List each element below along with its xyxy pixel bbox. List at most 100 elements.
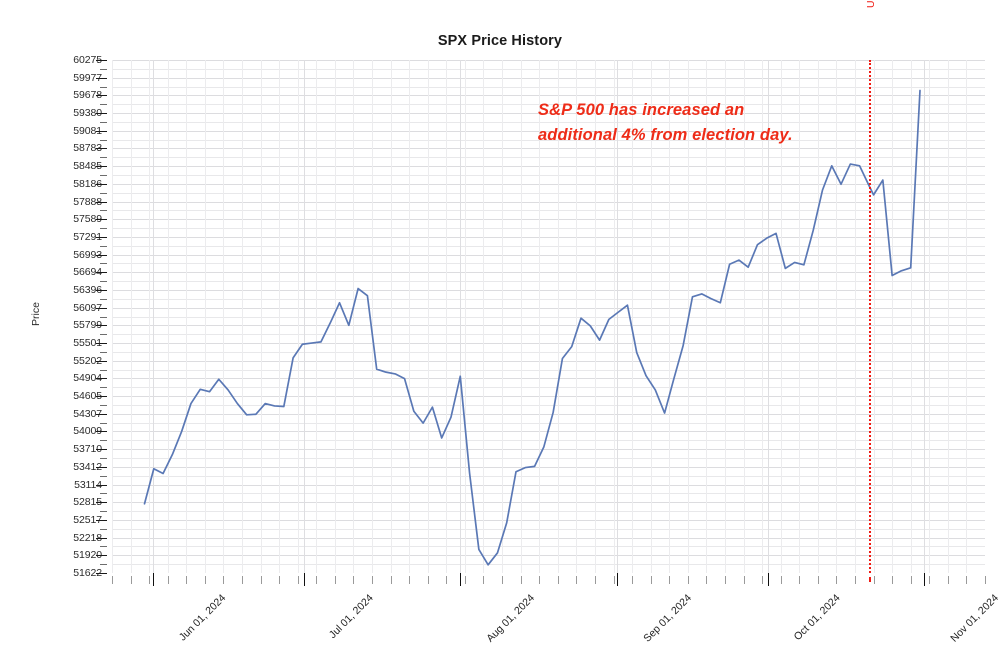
- gridline-horizontal: [112, 219, 985, 221]
- gridline-vertical-major: [152, 60, 154, 573]
- x-axis-tick-mark: [353, 576, 355, 584]
- gridline-horizontal: [112, 466, 985, 468]
- gridline-horizontal: [112, 413, 985, 415]
- y-axis-tick-label: 56097: [73, 301, 102, 314]
- gridline-horizontal: [112, 484, 985, 486]
- y-axis-tick-mark: [96, 378, 107, 380]
- gridline-vertical-minor: [372, 60, 374, 573]
- x-axis-tick-mark: [854, 576, 856, 584]
- y-axis-tick-label: 53710: [73, 443, 102, 456]
- x-axis-tick-label: Aug 01, 2024: [484, 592, 538, 645]
- gridline-vertical-minor: [242, 60, 244, 573]
- gridline-horizontal-minor: [112, 281, 985, 283]
- gridline-horizontal-minor: [112, 192, 985, 194]
- gridline-horizontal-minor: [112, 351, 985, 353]
- x-axis-tick-mark: [836, 576, 838, 584]
- x-axis-tick-mark: [204, 576, 206, 584]
- y-axis-tick-mark: [96, 272, 107, 274]
- x-axis-major-tick-mark: [924, 573, 926, 586]
- gridline-vertical-minor: [223, 60, 225, 573]
- y-axis-minor-tick: [100, 68, 107, 70]
- x-axis-tick-mark: [464, 576, 466, 584]
- gridline-vertical-minor: [260, 60, 262, 573]
- y-axis-tick-label: 54009: [73, 425, 102, 438]
- x-axis-tick-mark: [539, 576, 541, 584]
- gridline-vertical-minor: [464, 60, 466, 573]
- x-axis-tick-label: Nov 01, 2024: [948, 592, 1000, 645]
- x-axis-tick-mark: [502, 576, 504, 584]
- x-axis-tick-mark: [650, 576, 652, 584]
- y-axis-tick-mark: [96, 343, 107, 345]
- gridline-vertical-minor: [279, 60, 281, 573]
- x-axis-tick-mark: [167, 576, 169, 584]
- y-axis-tick-mark: [96, 77, 107, 79]
- y-axis-minor-tick: [100, 351, 107, 353]
- gridline-horizontal-minor: [112, 334, 985, 336]
- gridline-horizontal: [112, 396, 985, 398]
- y-axis-minor-tick: [100, 121, 107, 123]
- x-axis-tick-label: Jun 01, 2024: [176, 592, 228, 644]
- gridline-vertical-major: [460, 60, 462, 573]
- y-axis-tick-mark: [96, 289, 107, 291]
- gridline-horizontal-minor: [112, 245, 985, 247]
- gridline-vertical-minor: [167, 60, 169, 573]
- gridline-horizontal-minor: [112, 174, 985, 176]
- x-axis-tick-mark: [223, 576, 225, 584]
- y-axis-tick-mark: [96, 236, 107, 238]
- gridline-horizontal-minor: [112, 86, 985, 88]
- y-axis-tick-label: 60275: [73, 54, 102, 66]
- y-axis-tick-label: 54605: [73, 390, 102, 403]
- gridline-vertical-minor: [502, 60, 504, 573]
- gridline-vertical-minor: [966, 60, 968, 573]
- gridline-horizontal: [112, 519, 985, 521]
- y-axis-minor-tick: [100, 210, 107, 212]
- y-axis-minor-tick: [100, 493, 107, 495]
- x-axis-tick-label: Oct 01, 2024: [791, 592, 843, 644]
- gridline-vertical-minor: [724, 60, 726, 573]
- y-axis-minor-tick: [100, 334, 107, 336]
- x-axis-tick-mark: [557, 576, 559, 584]
- gridline-horizontal-minor: [112, 157, 985, 159]
- gridline-horizontal-minor: [112, 458, 985, 460]
- x-axis-tick-mark: [186, 576, 188, 584]
- y-axis-tick-label: 53412: [73, 460, 102, 473]
- x-axis-tick-mark: [910, 576, 912, 584]
- gridline-horizontal-minor: [112, 104, 985, 106]
- gridline-vertical-minor: [204, 60, 206, 573]
- gridline-vertical-major: [303, 60, 305, 573]
- y-axis-tick-label: 56694: [73, 266, 102, 279]
- x-axis-tick-label: Jul 01, 2024: [326, 592, 376, 641]
- gridline-horizontal: [112, 201, 985, 203]
- y-axis-tick-label: 52517: [73, 513, 102, 526]
- gridline-horizontal: [112, 449, 985, 451]
- price-line: [143, 89, 921, 566]
- x-axis-tick-mark: [297, 576, 299, 584]
- gridline-vertical-minor: [334, 60, 336, 573]
- gridline-vertical-minor: [650, 60, 652, 573]
- y-axis-tick-mark: [96, 130, 107, 132]
- y-axis-tick-label: 55202: [73, 354, 102, 367]
- y-axis-minor-tick: [100, 440, 107, 442]
- gridline-horizontal: [112, 77, 985, 79]
- y-axis-tick-mark: [96, 449, 107, 451]
- commentary-line-2: additional 4% from election day.: [538, 126, 793, 144]
- x-axis-tick-mark: [966, 576, 968, 584]
- gridline-horizontal-minor: [112, 387, 985, 389]
- y-axis-minor-tick: [100, 86, 107, 88]
- gridline-horizontal: [112, 113, 985, 115]
- gridline-horizontal: [112, 183, 985, 185]
- x-axis-major-tick-mark: [303, 573, 305, 586]
- gridline-vertical-minor: [799, 60, 801, 573]
- gridline-horizontal: [112, 325, 985, 327]
- x-axis-tick-mark: [985, 576, 986, 584]
- gridline-vertical-minor: [706, 60, 708, 573]
- gridline-horizontal-minor: [112, 475, 985, 477]
- y-axis-minor-tick: [100, 475, 107, 477]
- x-axis-tick-mark: [669, 576, 671, 584]
- gridline-horizontal: [112, 555, 985, 557]
- gridline-vertical-minor: [557, 60, 559, 573]
- x-axis-ticks: [112, 573, 986, 587]
- y-axis-tick-mark: [96, 166, 107, 168]
